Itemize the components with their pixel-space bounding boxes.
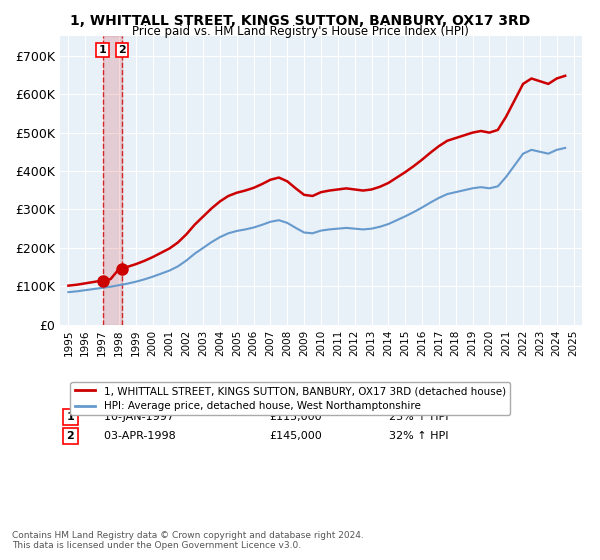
Text: 23% ↑ HPI: 23% ↑ HPI [389,412,448,422]
Text: 2: 2 [118,45,125,55]
Text: 32% ↑ HPI: 32% ↑ HPI [389,431,448,441]
Text: 2: 2 [67,431,74,441]
Legend: 1, WHITTALL STREET, KINGS SUTTON, BANBURY, OX17 3RD (detached house), HPI: Avera: 1, WHITTALL STREET, KINGS SUTTON, BANBUR… [70,382,510,416]
Text: 03-APR-1998: 03-APR-1998 [97,431,175,441]
Text: 10-JAN-1997: 10-JAN-1997 [97,412,173,422]
Text: £115,000: £115,000 [269,412,322,422]
Text: £145,000: £145,000 [269,431,322,441]
Text: Contains HM Land Registry data © Crown copyright and database right 2024.
This d: Contains HM Land Registry data © Crown c… [12,530,364,550]
Bar [103,36,122,325]
Text: 1, WHITTALL STREET, KINGS SUTTON, BANBURY, OX17 3RD: 1, WHITTALL STREET, KINGS SUTTON, BANBUR… [70,14,530,28]
Text: 1: 1 [98,45,106,55]
Text: Price paid vs. HM Land Registry's House Price Index (HPI): Price paid vs. HM Land Registry's House … [131,25,469,38]
Text: 1: 1 [67,412,74,422]
